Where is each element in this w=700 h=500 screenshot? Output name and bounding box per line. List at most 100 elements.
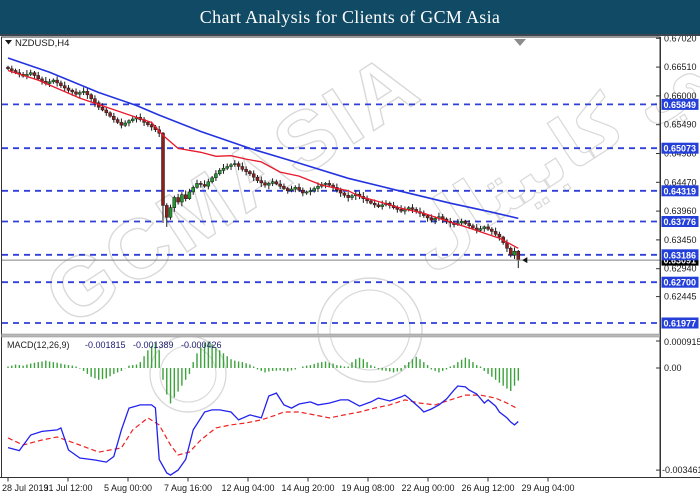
chart-shift-marker-icon[interactable] [514,39,526,46]
candle-body [459,220,464,224]
price-axis[interactable] [661,37,700,477]
candle-body [74,91,78,95]
candle-body [221,167,226,171]
candle-body [376,204,381,207]
macd-main-line [7,385,519,476]
candle-body [112,115,116,120]
candle-body [497,233,502,238]
price-tick-label: 0.64470 [664,177,697,187]
price-tick-label: 0.66000 [664,91,697,101]
time-tick-label: 28 Jul 2019 [2,483,49,493]
candle-body [59,82,63,86]
macd-canvas[interactable] [2,338,659,477]
candle-body [327,183,332,186]
moving-averages [7,57,519,249]
time-tick-label: 31 Jul 12:00 [43,483,92,493]
candle-body [471,225,475,229]
candle-body [263,182,267,186]
macd-indicator [7,341,519,476]
price-tick-label: 0.62940 [664,264,697,274]
candle-body [149,124,154,128]
candle-body [282,185,286,189]
current-price-arrow [522,257,528,264]
candle-body [490,228,494,232]
macd-signal-line [7,394,519,456]
candle-body [210,177,214,183]
candle-body [130,118,135,121]
candle-body [78,92,82,95]
candle-body [372,202,377,206]
candle-body [214,173,218,179]
candle-body [478,228,483,231]
price-level-tag [661,216,699,227]
price-tick-label: 0.62445 [664,292,697,302]
macd-main-value: -0.001815 [85,340,126,350]
chart-svg: GCMASIAابي كابيتال 0.63091 0.670200.6651… [0,36,700,498]
candle-body [127,120,131,124]
price-level-tag-label: 0.65849 [664,100,697,110]
candle-body [47,81,52,84]
time-tick-label: 7 Aug 16:00 [164,483,212,493]
candle-body [297,187,301,191]
candle-body [304,191,309,194]
candle-body [244,169,248,172]
candle-body [199,183,203,185]
price-level-tag-label: 0.62700 [664,278,697,288]
candle-body [482,226,487,229]
candle-body [467,223,471,227]
candle-body [70,89,75,93]
time-tick-label: 22 Aug 00:00 [401,483,454,493]
candle-body [172,197,177,208]
candle-body [32,72,37,76]
symbol-dropdown-icon [5,40,12,45]
candle-body [267,183,271,186]
candle-body [512,250,517,256]
price-level-tag [661,185,699,197]
price-level-tag [661,142,699,154]
price-level-tag [661,317,699,329]
candle-body [108,112,112,117]
candle-body [191,187,195,193]
candle-body [217,170,222,175]
candle-body [225,166,229,169]
candle-body [229,164,233,167]
candle-body [346,195,350,198]
price-tick-label: 0.66510 [664,62,697,72]
watermark-ring [317,277,423,383]
candle-body [36,75,40,80]
price-level-tag [661,98,699,110]
time-axis[interactable] [0,478,660,498]
price-level-tag [661,276,699,288]
candle-body [285,188,290,192]
time-tick-label: 5 Aug 00:00 [104,483,152,493]
candle-body [233,163,237,165]
candle-body [115,119,120,123]
price-level-tag-label: 0.63186 [664,250,697,260]
candle-body [293,187,298,190]
candle-body [251,173,256,178]
candle-body [493,231,498,235]
candle-body [187,191,192,199]
candle-body [278,183,282,187]
main-chart-canvas[interactable] [2,37,659,333]
price-tick-label: 0.67020 [664,36,697,43]
price-tick-label: 0.63450 [664,235,697,245]
price-level-tag-label: 0.63776 [664,217,697,227]
candle-body [183,194,188,199]
macd-signal-value: -0.001389 [133,340,174,350]
time-tick-label: 14 Aug 20:00 [281,483,334,493]
candle-body [463,220,468,224]
candle-body [255,176,260,181]
panel-divider[interactable] [1,333,661,338]
candle-body [100,106,105,111]
candle-body [66,87,71,91]
time-tick-label: 12 Aug 04:00 [221,483,274,493]
candle-body [425,215,430,219]
candle-body [176,197,180,203]
candle-body [486,226,490,230]
candle-body [369,200,373,204]
title-bar-divider [0,34,700,36]
macd-axis-top-label: 0.000915 [664,337,700,347]
title-bar: Chart Analysis for Clients of GCM Asia [0,0,700,34]
